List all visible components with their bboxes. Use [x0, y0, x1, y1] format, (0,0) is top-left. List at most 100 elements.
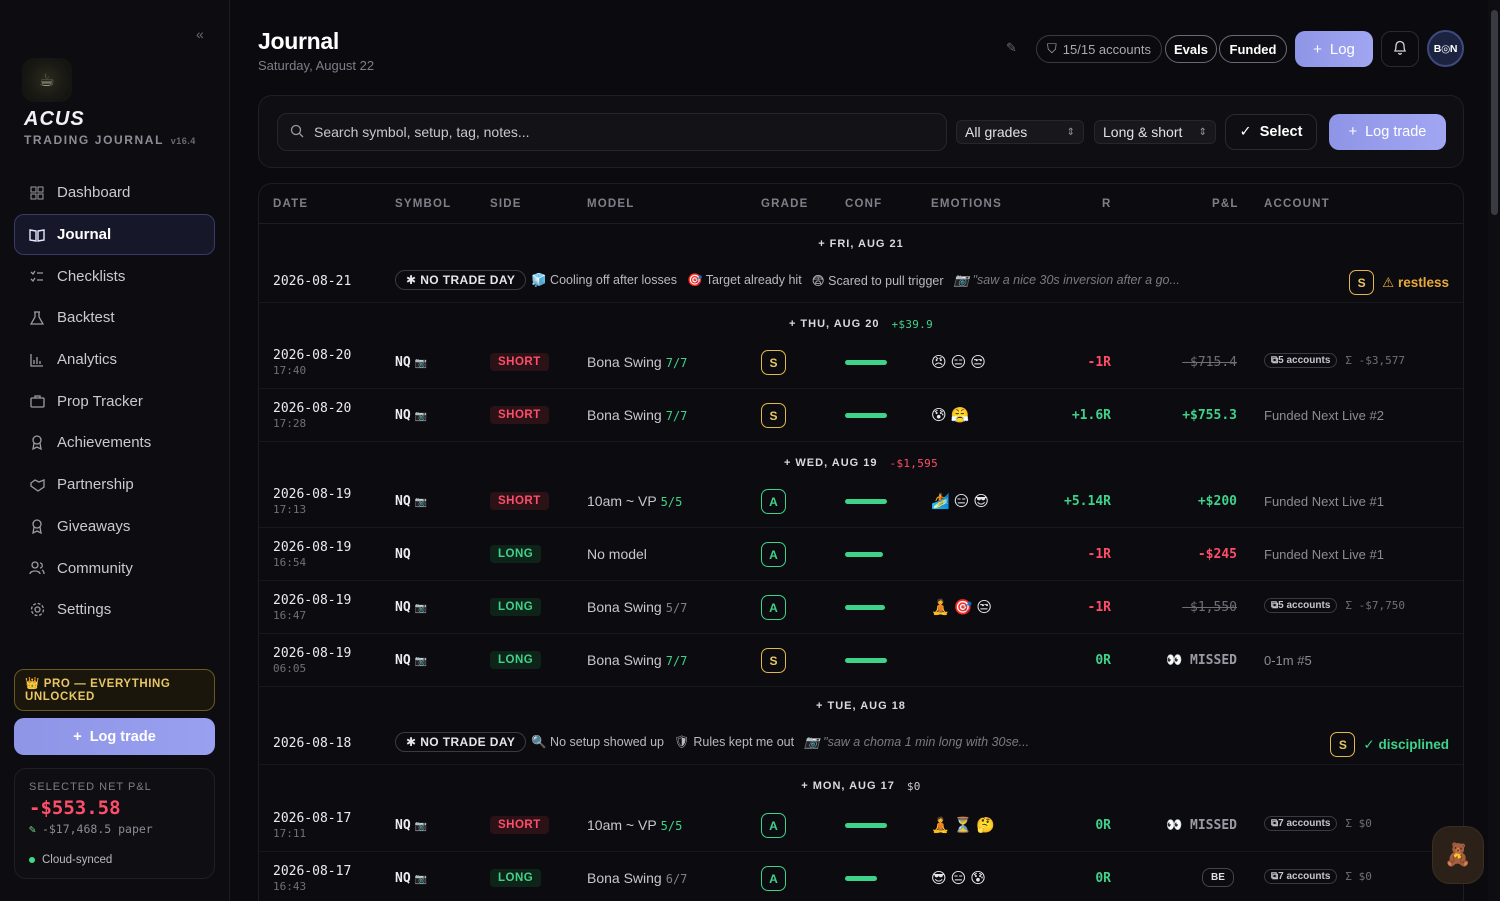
grid-icon — [29, 185, 45, 201]
sidebar-item-journal[interactable]: Journal — [14, 213, 215, 256]
search-input[interactable] — [314, 124, 914, 140]
sidebar-item-partnership[interactable]: Partnership — [14, 464, 215, 506]
col-conf[interactable]: CONF — [845, 198, 883, 210]
side-badge: LONG — [490, 651, 542, 669]
book-icon — [29, 227, 45, 243]
day-sum: +$39.9 — [891, 317, 934, 331]
sidebar-item-checklists[interactable]: Checklists — [14, 255, 215, 297]
accounts-group: ⧉5 accounts Σ -$3,577 — [1264, 353, 1405, 368]
handshake-icon — [29, 477, 45, 493]
sidebar-item-label: Community — [57, 559, 133, 577]
row-time: 16:54 — [273, 556, 307, 569]
table-row[interactable]: 2026-08-17 17:11 NQ 📷 SHORT 10am ~ VP 5/5 … — [259, 799, 1463, 852]
day-header: + THU, AUG 20 +$39.9 — [788, 317, 934, 331]
accounts-pill[interactable]: ⧉5 accounts — [1264, 598, 1338, 613]
col-account[interactable]: ACCOUNT — [1264, 198, 1330, 210]
scrollbar[interactable] — [1488, 0, 1500, 901]
sidebar-item-label: Backtest — [57, 309, 115, 327]
row-symbol: NQ 📷 — [395, 355, 428, 370]
brand-name: ACUS — [24, 108, 85, 130]
search-box[interactable] — [277, 113, 947, 151]
notifications-button[interactable] — [1381, 31, 1419, 67]
table-row[interactable]: 2026-08-19 16:54 NQ LONG No model A -1R … — [259, 528, 1463, 581]
accounts-group: ⧉5 accounts Σ -$7,750 — [1264, 598, 1405, 613]
sidebar-log-trade-button[interactable]: + Log trade — [14, 718, 215, 755]
camera-icon: 📷 — [414, 497, 428, 508]
updown-icon: ⇕ — [1066, 126, 1075, 138]
assistant-button[interactable]: 🧸 — [1432, 826, 1484, 884]
reason-tag: 😨 Scared to pull trigger — [811, 274, 944, 288]
account-name: Funded Next Live #1 — [1264, 494, 1384, 509]
note-text: 📷 "saw a choma 1 min long with 30se... — [804, 735, 1030, 749]
sidebar-item-achievements[interactable]: Achievements — [14, 422, 215, 464]
side-badge: LONG — [490, 598, 542, 616]
accounts-pill[interactable]: ⧉7 accounts — [1264, 869, 1338, 884]
reason-tag: 🧊 Cooling off after losses — [531, 273, 677, 287]
grades-select[interactable]: All grades ⇕ — [956, 120, 1084, 144]
table-row[interactable]: 2026-08-20 17:40 NQ 📷 SHORT Bona Swing 7/7… — [259, 336, 1463, 389]
camera-icon: 📷 — [414, 656, 428, 667]
row-date: 2026-08-18 — [273, 736, 352, 751]
col-emotions[interactable]: EMOTIONS — [931, 198, 1002, 210]
pnl-value: +$755.3 — [1182, 408, 1237, 423]
row-symbol: NQ 📷 — [395, 818, 428, 833]
row-symbol: NQ — [395, 547, 411, 562]
flask-icon — [29, 310, 45, 326]
table-row[interactable]: 2026-08-19 16:47 NQ 📷 LONG Bona Swing 5/7 … — [259, 581, 1463, 634]
row-model: Bona Swing 7/7 — [587, 652, 688, 668]
sidebar-item-label: Prop Tracker — [57, 392, 143, 410]
table-row[interactable]: 2026-08-20 17:28 NQ 📷 SHORT Bona Swing 7/7… — [259, 389, 1463, 442]
emotions: 😠😑😒 — [931, 354, 990, 371]
plus-icon: + — [73, 728, 82, 745]
col-model[interactable]: MODEL — [587, 198, 635, 210]
day-sum: -$1,595 — [889, 456, 938, 470]
confidence-bar — [845, 823, 887, 828]
accounts-filter-button[interactable]: ⛉ 15/15 accounts — [1036, 35, 1162, 63]
no-trade-row[interactable]: 2026-08-21 ✱ NO TRADE DAY 🧊 Cooling off … — [259, 263, 1463, 303]
sidebar-item-dashboard[interactable]: Dashboard — [14, 172, 215, 214]
no-trade-row[interactable]: 2026-08-18 ✱ NO TRADE DAY 🔍 No setup sho… — [259, 725, 1463, 765]
sidebar-item-prop-tracker[interactable]: Prop Tracker — [14, 380, 215, 422]
avatar[interactable]: B◎N — [1427, 30, 1464, 67]
col-r[interactable]: R — [1102, 198, 1112, 210]
r-multiple: 0R — [1095, 871, 1111, 886]
users-icon — [29, 560, 45, 576]
asterisk-icon: ✱ — [406, 735, 421, 749]
table-row[interactable]: 2026-08-19 06:05 NQ 📷 LONG Bona Swing 7/7 … — [259, 634, 1463, 687]
medal-icon — [29, 435, 45, 451]
pnl-value: -$245 — [1197, 547, 1237, 562]
log-trade-button[interactable]: + Log trade — [1329, 114, 1446, 150]
confidence-bar — [845, 658, 887, 663]
accounts-pill[interactable]: ⧉5 accounts — [1264, 353, 1338, 368]
crown-icon: 👑 — [25, 678, 44, 690]
sidebar-item-giveaways[interactable]: Giveaways — [14, 506, 215, 548]
table-row[interactable]: 2026-08-17 16:43 NQ 📷 LONG Bona Swing 6/7 … — [259, 852, 1463, 901]
side-badge: SHORT — [490, 492, 549, 510]
camera-icon: 📷 — [414, 821, 428, 832]
sidebar-item-label: Settings — [57, 601, 112, 619]
brand-subtitle: TRADING JOURNAL v16.4 — [24, 133, 196, 147]
edit-icon[interactable]: ✎ — [1006, 40, 1017, 55]
sidebar-item-analytics[interactable]: Analytics — [14, 339, 215, 381]
side-select[interactable]: Long & short ⇕ — [1094, 120, 1216, 144]
no-trade-pill: ✱ NO TRADE DAY — [395, 732, 527, 752]
collapse-sidebar-icon[interactable]: « — [196, 26, 204, 42]
status-dot — [29, 857, 35, 863]
table-row[interactable]: 2026-08-19 17:13 NQ 📷 SHORT 10am ~ VP 5/5 … — [259, 475, 1463, 528]
select-button[interactable]: ✓ Select — [1225, 114, 1317, 150]
col-pnl[interactable]: P&L — [1212, 198, 1239, 210]
sidebar-item-backtest[interactable]: Backtest — [14, 297, 215, 339]
col-side[interactable]: SIDE — [490, 198, 522, 210]
scrollbar-thumb[interactable] — [1491, 10, 1498, 215]
evals-toggle[interactable]: Evals — [1165, 35, 1217, 63]
log-button[interactable]: + Log — [1295, 31, 1373, 67]
col-grade[interactable]: GRADE — [761, 198, 809, 210]
accounts-pill[interactable]: ⧉7 accounts — [1264, 816, 1338, 831]
sidebar-nav: Dashboard Journal Checklists Backtest An… — [14, 172, 215, 631]
day-header: + WED, AUG 19 -$1,595 — [783, 456, 938, 470]
sidebar-item-settings[interactable]: Settings — [14, 589, 215, 631]
col-symbol[interactable]: SYMBOL — [395, 198, 452, 210]
col-date[interactable]: DATE — [273, 198, 309, 210]
sidebar-item-community[interactable]: Community — [14, 547, 215, 589]
funded-toggle[interactable]: Funded — [1219, 35, 1287, 63]
